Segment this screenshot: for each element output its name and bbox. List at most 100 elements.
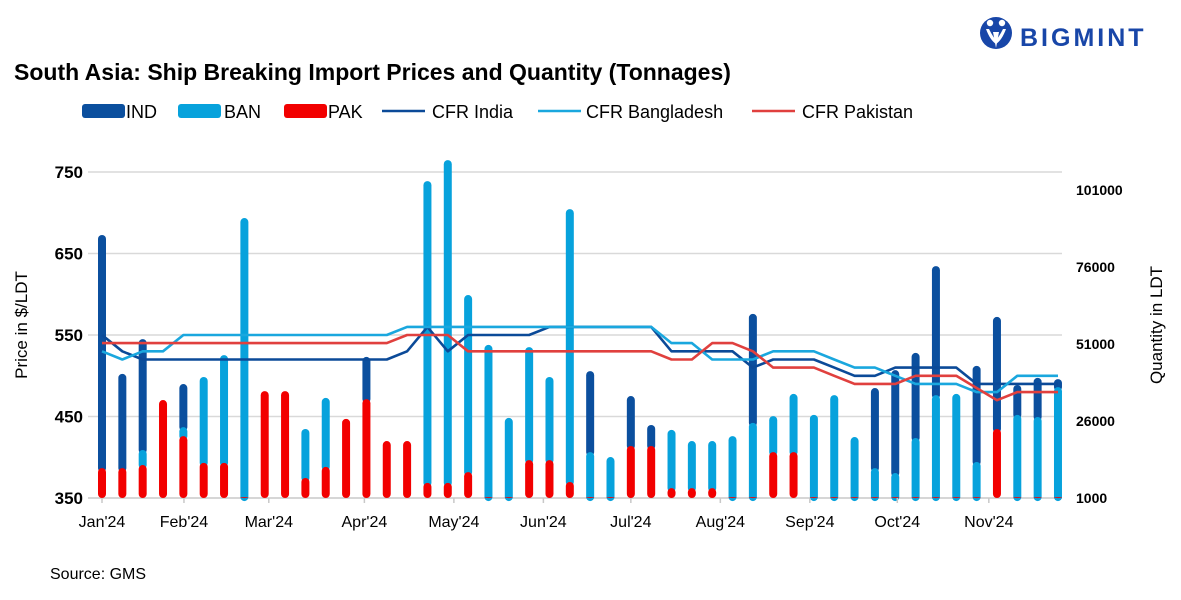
legend-swatch: [82, 104, 125, 118]
bar-stack: [199, 376, 208, 498]
bar-ban: [850, 437, 859, 502]
bar-pak: [931, 497, 940, 499]
bar-ban: [972, 461, 981, 502]
price-lines: [101, 325, 1058, 402]
bar-pak: [667, 488, 676, 498]
axes: 750 650 550 450 350 101000 76000 51000 26000 1000…: [55, 163, 1123, 531]
bar-ind: [931, 266, 940, 400]
x-tick-label: Sep'24: [785, 514, 834, 531]
legend-label: CFR Pakistan: [802, 102, 913, 122]
bar-pak: [525, 460, 534, 498]
bar-pak: [1033, 497, 1042, 499]
bar-ind: [1013, 384, 1022, 419]
bar-ban: [586, 452, 595, 502]
bar-pak: [586, 497, 595, 499]
bar-stack: [708, 441, 717, 498]
legend: IND BAN PAK CFR India CFR Bangladesh CFR Paki…: [82, 102, 913, 122]
bar-ban: [525, 347, 534, 465]
bar-pak: [647, 445, 656, 498]
logo-icon: [980, 17, 1012, 49]
bar-pak: [809, 497, 818, 499]
bar-pak: [362, 399, 371, 498]
bar-stack: [403, 441, 412, 498]
bar-stack: [260, 391, 269, 498]
bar-ban: [199, 376, 208, 467]
bar-stack: [301, 429, 310, 498]
legend-item: CFR India: [382, 102, 514, 122]
bar-stack: [891, 370, 900, 502]
bar-stack: [504, 417, 513, 502]
bar-ind: [586, 371, 595, 457]
bar-ind: [138, 339, 147, 454]
bar-ban: [809, 414, 818, 502]
bar-pak: [443, 482, 452, 498]
bar-stack: [931, 266, 940, 502]
bar-ban: [464, 295, 473, 477]
bar-stack: [789, 393, 798, 498]
bar-stack: [606, 457, 615, 502]
bar-pak: [850, 497, 859, 499]
bar-stack: [1033, 377, 1042, 502]
bar-stack: [728, 436, 737, 502]
bar-pak: [240, 497, 249, 499]
bar-pak: [748, 497, 757, 499]
x-tick-label: Jul'24: [610, 514, 651, 531]
legend-item: BAN: [178, 102, 261, 122]
x-tick-label: May'24: [428, 514, 479, 531]
bar-stack: [565, 209, 574, 498]
bar-stack: [769, 416, 778, 498]
bar-stack: [870, 388, 879, 502]
bar-ind: [911, 352, 920, 442]
bar-pak: [321, 466, 330, 498]
bar-pak: [952, 497, 961, 499]
bar-ban: [728, 436, 737, 502]
bar-stack: [626, 396, 635, 498]
bar-pak: [870, 497, 879, 499]
bar-ind: [98, 234, 106, 473]
bar-stack: [545, 376, 554, 498]
legend-item: CFR Pakistan: [752, 102, 913, 122]
bar-ind: [647, 425, 656, 450]
bigmint-logo: BIGMINT: [980, 17, 1147, 52]
bar-ban: [545, 376, 554, 465]
bar-pak: [464, 472, 473, 498]
y2-axis-title: Quantity in LDT: [1147, 266, 1166, 384]
bar-ban: [606, 457, 615, 502]
bar-ban: [443, 160, 452, 487]
bars: [98, 160, 1062, 502]
bar-pak: [972, 497, 981, 499]
bar-stack: [952, 393, 961, 502]
bar-stack: [220, 355, 229, 498]
bar-ban: [911, 437, 920, 502]
bar-pak: [342, 418, 351, 498]
bar-pak: [891, 497, 900, 499]
x-tick-label: Aug'24: [696, 514, 745, 531]
gridlines: [88, 171, 1062, 499]
bar-pak: [606, 497, 615, 499]
bar-ban: [708, 441, 717, 493]
logo-text: BIGMINT: [1020, 24, 1147, 52]
x-tick-label: Jan'24: [79, 514, 126, 531]
line-cfr-bangladesh: [101, 325, 1058, 394]
bar-ind: [118, 373, 127, 473]
bar-ban: [138, 449, 147, 470]
bar-ind: [362, 356, 371, 404]
bar-stack: [748, 313, 757, 502]
bar-stack: [992, 316, 1001, 498]
bar-stack: [850, 437, 859, 502]
bar-ban: [952, 393, 961, 502]
bar-stack: [362, 356, 371, 498]
bar-pak: [382, 441, 391, 498]
bar-ind: [626, 396, 635, 450]
bar-stack: [98, 234, 106, 498]
bar-stack: [687, 441, 696, 498]
bar-pak: [484, 497, 493, 499]
bar-stack: [423, 181, 432, 498]
bar-pak: [504, 497, 513, 499]
bar-pak: [199, 462, 208, 498]
bar-pak: [728, 497, 737, 499]
bar-pak: [992, 429, 1001, 498]
y-tick-label: 350: [55, 489, 83, 508]
legend-label: CFR Bangladesh: [586, 102, 723, 122]
